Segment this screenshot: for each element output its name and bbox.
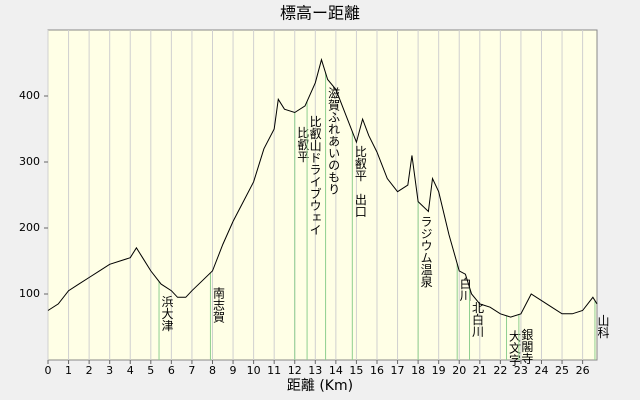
x-tick-label: 3: [106, 364, 113, 377]
marker-label: 比叡平: [296, 126, 310, 162]
x-tick-label: 15: [349, 364, 363, 377]
x-tick-label: 5: [147, 364, 154, 377]
marker-label: 比叡山ドライブウェイ: [308, 115, 322, 235]
y-tick-label: 100: [19, 287, 40, 300]
y-tick-label: 200: [19, 221, 40, 234]
marker-label: ラジウム温泉: [419, 216, 433, 288]
x-tick-label: 4: [127, 364, 134, 377]
x-tick-label: 21: [473, 364, 487, 377]
marker-label: 白川: [458, 276, 472, 301]
plot-area: [47, 29, 598, 361]
x-tick-label: 22: [493, 364, 507, 377]
x-axis-label: 距離 (Km): [287, 377, 353, 394]
x-tick-label: 24: [534, 364, 548, 377]
y-tick-label: 300: [19, 155, 40, 168]
x-tick-label: 10: [247, 364, 261, 377]
x-tick-label: 18: [411, 364, 425, 377]
marker-label: 銀閣寺: [520, 328, 534, 364]
x-tick-label: 14: [329, 364, 343, 377]
marker-label: 大文字: [508, 329, 522, 365]
x-tick-label: 19: [432, 364, 446, 377]
x-tick-label: 6: [168, 364, 175, 377]
x-tick-label: 23: [514, 364, 528, 377]
x-tick-label: 7: [188, 364, 195, 377]
x-tick-label: 12: [288, 364, 302, 377]
x-tick-label: 9: [230, 364, 237, 377]
marker-label: 滋賀ふれあいのもり: [327, 86, 341, 194]
chart-title: 標高ー距離: [280, 4, 360, 23]
x-tick-label: 13: [308, 364, 322, 377]
x-tick-label: 2: [86, 364, 93, 377]
x-tick-label: 8: [209, 364, 216, 377]
marker-label: 浜大津: [160, 295, 174, 331]
x-tick-label: 11: [267, 364, 281, 377]
profile-line: [47, 57, 598, 318]
x-tick-label: 1: [65, 364, 72, 377]
y-tick-label: 400: [19, 89, 40, 102]
x-tick-label: 16: [370, 364, 384, 377]
marker-label: 北白川: [471, 301, 485, 337]
marker-label: 山科: [596, 314, 610, 338]
x-tick-label: 17: [391, 364, 405, 377]
marker-label: 比叡平 出口: [353, 145, 367, 217]
x-tick-label: 25: [555, 364, 569, 377]
x-tick-label: 0: [45, 364, 52, 377]
x-tick-label: 26: [576, 364, 590, 377]
x-tick-label: 20: [452, 364, 466, 377]
marker-label: 南志賀: [211, 285, 225, 323]
